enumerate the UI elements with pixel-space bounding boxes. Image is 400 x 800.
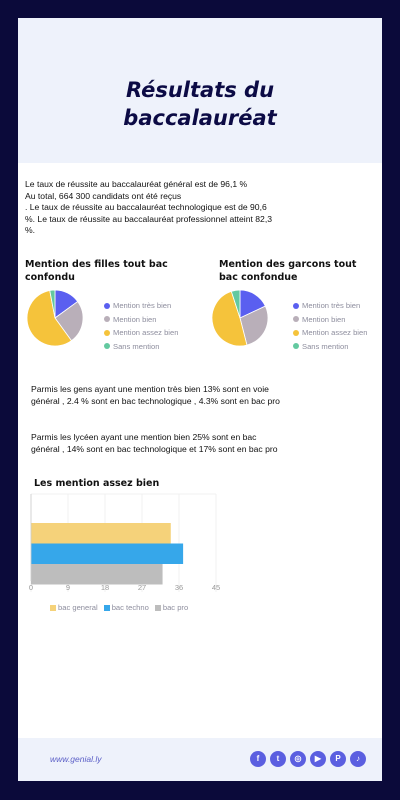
title-line-2: baccalauréat	[123, 106, 277, 130]
legend-item-sans-mention: Sans mention	[293, 340, 367, 354]
legend-label: Mention assez bien	[113, 328, 179, 338]
pie-girls-title-line-1: Mention des filles tout bac	[25, 259, 168, 270]
intro-line: Le taux de réussite au baccalauréat géné…	[25, 179, 248, 189]
legend-label: bac general	[58, 603, 98, 612]
legend-item-assez-bien: Mention assez bien	[293, 326, 367, 340]
legend-swatch	[50, 604, 56, 611]
legend-item-tres-bien: Mention très bien	[104, 299, 178, 313]
paragraph-bien: Parmis les lycéen ayant une mention bien…	[31, 432, 278, 454]
legend-item-tres-bien: Mention très bien	[293, 299, 367, 313]
x-tick-label: 18	[101, 583, 109, 592]
legend-swatch	[154, 604, 161, 611]
pie-slice-sans-mention	[49, 289, 56, 319]
x-tick-label: 36	[175, 583, 183, 592]
legend-item-bac-general: bac general	[50, 603, 98, 612]
instagram-icon[interactable]: ◎	[290, 751, 306, 767]
legend-swatch	[103, 604, 110, 611]
pinterest-icon[interactable]: P	[330, 751, 346, 767]
legend-label: Sans mention	[302, 341, 349, 351]
legend-label: Mention très bien	[302, 301, 361, 311]
legend-dot	[293, 343, 299, 350]
social-links: f t ◎ ▶ P ♪	[246, 751, 366, 767]
bar-chart-title: Les mention assez bien	[34, 478, 160, 489]
legend-label: bac techno	[111, 603, 149, 612]
pie-boys-title: Mention des garcons tout bac confondue	[219, 258, 356, 284]
pie-boys-title-line-2: bac confondue	[219, 272, 298, 283]
bar-bac-general	[31, 523, 171, 544]
pie-boys-legend: Mention très bien Mention bien Mention ass…	[293, 299, 367, 353]
infographic-card: Résultats du baccalauréat Le taux de réu…	[18, 18, 382, 781]
x-tick-label: 45	[212, 583, 220, 592]
legend-dot	[293, 316, 299, 323]
twitter-icon[interactable]: t	[270, 751, 286, 767]
pie-boys-chart	[211, 289, 269, 347]
header: Résultats du baccalauréat	[18, 18, 382, 163]
facebook-icon[interactable]: f	[250, 751, 266, 767]
legend-item-bien: Mention bien	[104, 313, 178, 327]
intro-text: Le taux de réussite au baccalauréat géné…	[25, 179, 275, 237]
footer: www.genial.ly f t ◎ ▶ P ♪	[18, 738, 382, 781]
x-tick-label: 9	[66, 583, 70, 592]
legend-dot	[293, 329, 299, 336]
tiktok-icon[interactable]: ♪	[350, 751, 366, 767]
legend-item-assez-bien: Mention assez bien	[104, 326, 178, 340]
bar-chart-legend: bac general bac techno bac pro	[50, 603, 194, 612]
site-link[interactable]: www.genial.ly	[50, 754, 102, 764]
pie-girls-title-line-2: confondu	[25, 272, 75, 283]
youtube-icon[interactable]: ▶	[310, 751, 326, 767]
legend-label: Mention bien	[113, 314, 157, 324]
x-tick-label: 27	[138, 583, 146, 592]
bar-chart: 0 9 18 27 36 45	[29, 493, 220, 592]
legend-label: Sans mention	[113, 341, 160, 351]
pie-girls-title: Mention des filles tout bac confondu	[25, 258, 168, 284]
legend-dot	[104, 316, 110, 323]
legend-label: Mention très bien	[113, 301, 172, 311]
bar-bac-pro	[31, 564, 163, 585]
legend-item-sans-mention: Sans mention	[104, 340, 178, 354]
pie-slice-assez-bien	[26, 290, 73, 347]
intro-line: . Le taux de réussite au baccalauréat te…	[25, 202, 272, 236]
pie-slice-sans-mention	[230, 289, 241, 319]
legend-item-bien: Mention bien	[293, 313, 367, 327]
pie-girls-chart	[26, 289, 84, 347]
legend-item-bac-techno: bac techno	[103, 603, 149, 612]
legend-label: Mention bien	[302, 314, 346, 324]
pie-girls-legend: Mention très bien Mention bien Mention ass…	[104, 299, 178, 353]
pie-slice-bien	[54, 300, 84, 342]
legend-dot	[104, 343, 110, 350]
intro-line: Au total, 664 300 candidats ont été reçu…	[25, 190, 182, 201]
pie-boys-title-line-1: Mention des garcons tout	[219, 259, 357, 270]
legend-dot	[104, 329, 110, 336]
legend-dot	[293, 302, 299, 309]
pie-slice-bien	[239, 305, 269, 346]
legend-label: bac pro	[162, 603, 189, 612]
paragraph-tres-bien: Parmis les gens ayant une mention très b…	[31, 384, 280, 406]
legend-item-bac-pro: bac pro	[154, 603, 189, 612]
title-line-1: Résultats du	[125, 78, 275, 102]
pie-slice-assez-bien	[211, 290, 248, 347]
x-tick-label: 0	[29, 583, 33, 592]
legend-dot	[104, 302, 110, 309]
legend-label: Mention assez bien	[302, 328, 368, 338]
page-title: Résultats du baccalauréat	[18, 76, 382, 132]
bar-bac-techno	[31, 543, 184, 564]
